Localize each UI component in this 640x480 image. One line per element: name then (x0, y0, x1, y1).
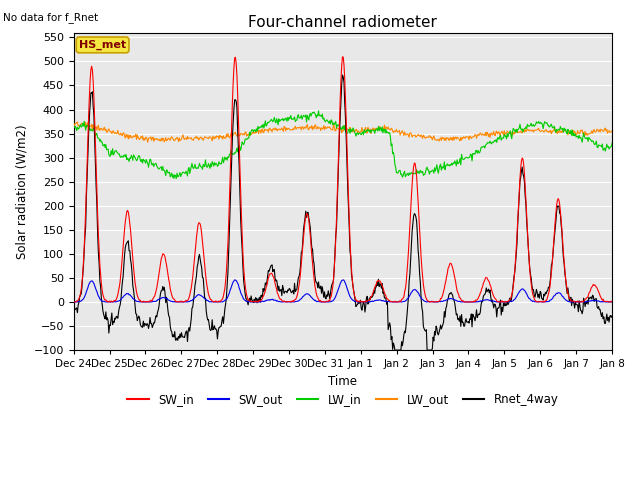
Rnet_4way (70, 304, 77, 310)
SW_out (70, 299, 78, 305)
Rnet_4way (339, 72, 346, 78)
SW_in (190, 258, 198, 264)
LW_in (70, 124, 77, 130)
Rnet_4way (189, 298, 197, 303)
SW_in (80, 247, 88, 253)
SW_out (426, 299, 433, 305)
SW_in (70, 299, 77, 305)
Legend: SW_in, SW_out, LW_in, LW_out, Rnet_4way: SW_in, SW_out, LW_in, LW_out, Rnet_4way (123, 388, 563, 411)
LW_in (426, 171, 433, 177)
LW_out (80, 122, 88, 128)
Rnet_4way (608, 313, 616, 319)
LW_in (190, 165, 198, 170)
SW_in (339, 54, 346, 60)
SW_out (136, 299, 143, 305)
LW_in (219, 155, 227, 160)
LW_out (136, 137, 143, 143)
SW_in (608, 299, 616, 305)
Y-axis label: Solar radiation (W/m2): Solar radiation (W/m2) (15, 124, 28, 259)
SW_in (410, 164, 417, 169)
LW_in (79, 123, 87, 129)
Line: Rnet_4way: Rnet_4way (74, 75, 612, 350)
Rnet_4way (135, 313, 143, 319)
LW_in (172, 176, 180, 181)
SW_out (70, 299, 77, 305)
Rnet_4way (218, 318, 226, 324)
LW_in (410, 170, 417, 176)
Rnet_4way (426, 347, 433, 353)
LW_out (410, 133, 417, 139)
LW_out (608, 128, 616, 133)
SW_in (71, 299, 79, 305)
SW_in (219, 296, 227, 301)
Rnet_4way (391, 347, 399, 353)
SW_in (426, 299, 433, 305)
LW_out (70, 120, 77, 126)
SW_out (190, 295, 198, 301)
Line: SW_out: SW_out (74, 280, 612, 302)
Title: Four-channel radiometer: Four-channel radiometer (248, 15, 437, 30)
Line: LW_out: LW_out (74, 122, 612, 142)
LW_out (74, 119, 81, 125)
Line: LW_in: LW_in (74, 111, 612, 179)
Text: HS_met: HS_met (79, 40, 126, 50)
LW_out (426, 132, 433, 138)
SW_out (608, 299, 616, 305)
SW_out (410, 287, 417, 293)
Text: No data for f_Rnet: No data for f_Rnet (3, 12, 99, 23)
Rnet_4way (79, 264, 87, 270)
SW_out (80, 295, 88, 300)
Rnet_4way (410, 213, 417, 219)
LW_in (315, 108, 323, 114)
Line: SW_in: SW_in (74, 57, 612, 302)
LW_out (220, 133, 227, 139)
LW_out (191, 134, 199, 140)
SW_out (219, 299, 227, 305)
SW_in (136, 298, 143, 303)
LW_out (144, 139, 152, 145)
SW_out (339, 277, 347, 283)
X-axis label: Time: Time (328, 375, 357, 388)
LW_in (135, 153, 143, 158)
LW_in (608, 140, 616, 146)
